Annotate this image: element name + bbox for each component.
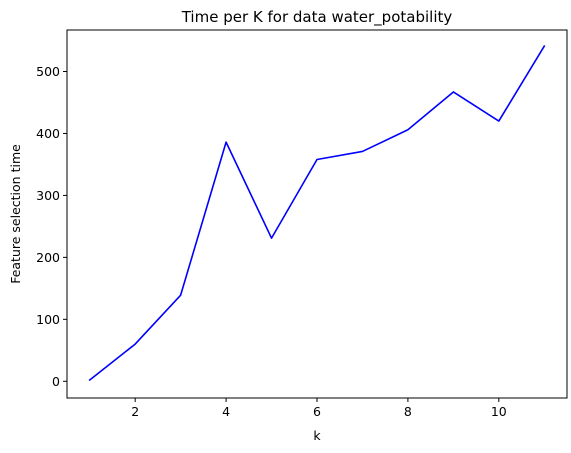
- y-tick-label: 500: [36, 64, 60, 79]
- x-tick-label: 10: [491, 404, 507, 419]
- x-tick-label: 8: [404, 404, 412, 419]
- x-axis-label: k: [313, 428, 321, 443]
- y-axis-label: Feature selection time: [8, 144, 23, 284]
- x-tick-label: 4: [222, 404, 230, 419]
- series-line-0: [88, 45, 546, 382]
- y-tick-label: 300: [36, 188, 60, 203]
- x-tick-label: 2: [131, 404, 139, 419]
- y-tick-label: 100: [36, 312, 60, 327]
- y-tick-label: 0: [52, 374, 60, 389]
- y-tick-label: 200: [36, 250, 60, 265]
- chart-title: Time per K for data water_potability: [181, 8, 453, 27]
- y-tick-label: 400: [36, 126, 60, 141]
- x-axis: 2 4 6 8 10: [131, 398, 507, 419]
- y-axis: 0 100 200 300 400 500: [36, 64, 67, 389]
- x-tick-label: 6: [313, 404, 321, 419]
- plot-area: [88, 45, 546, 382]
